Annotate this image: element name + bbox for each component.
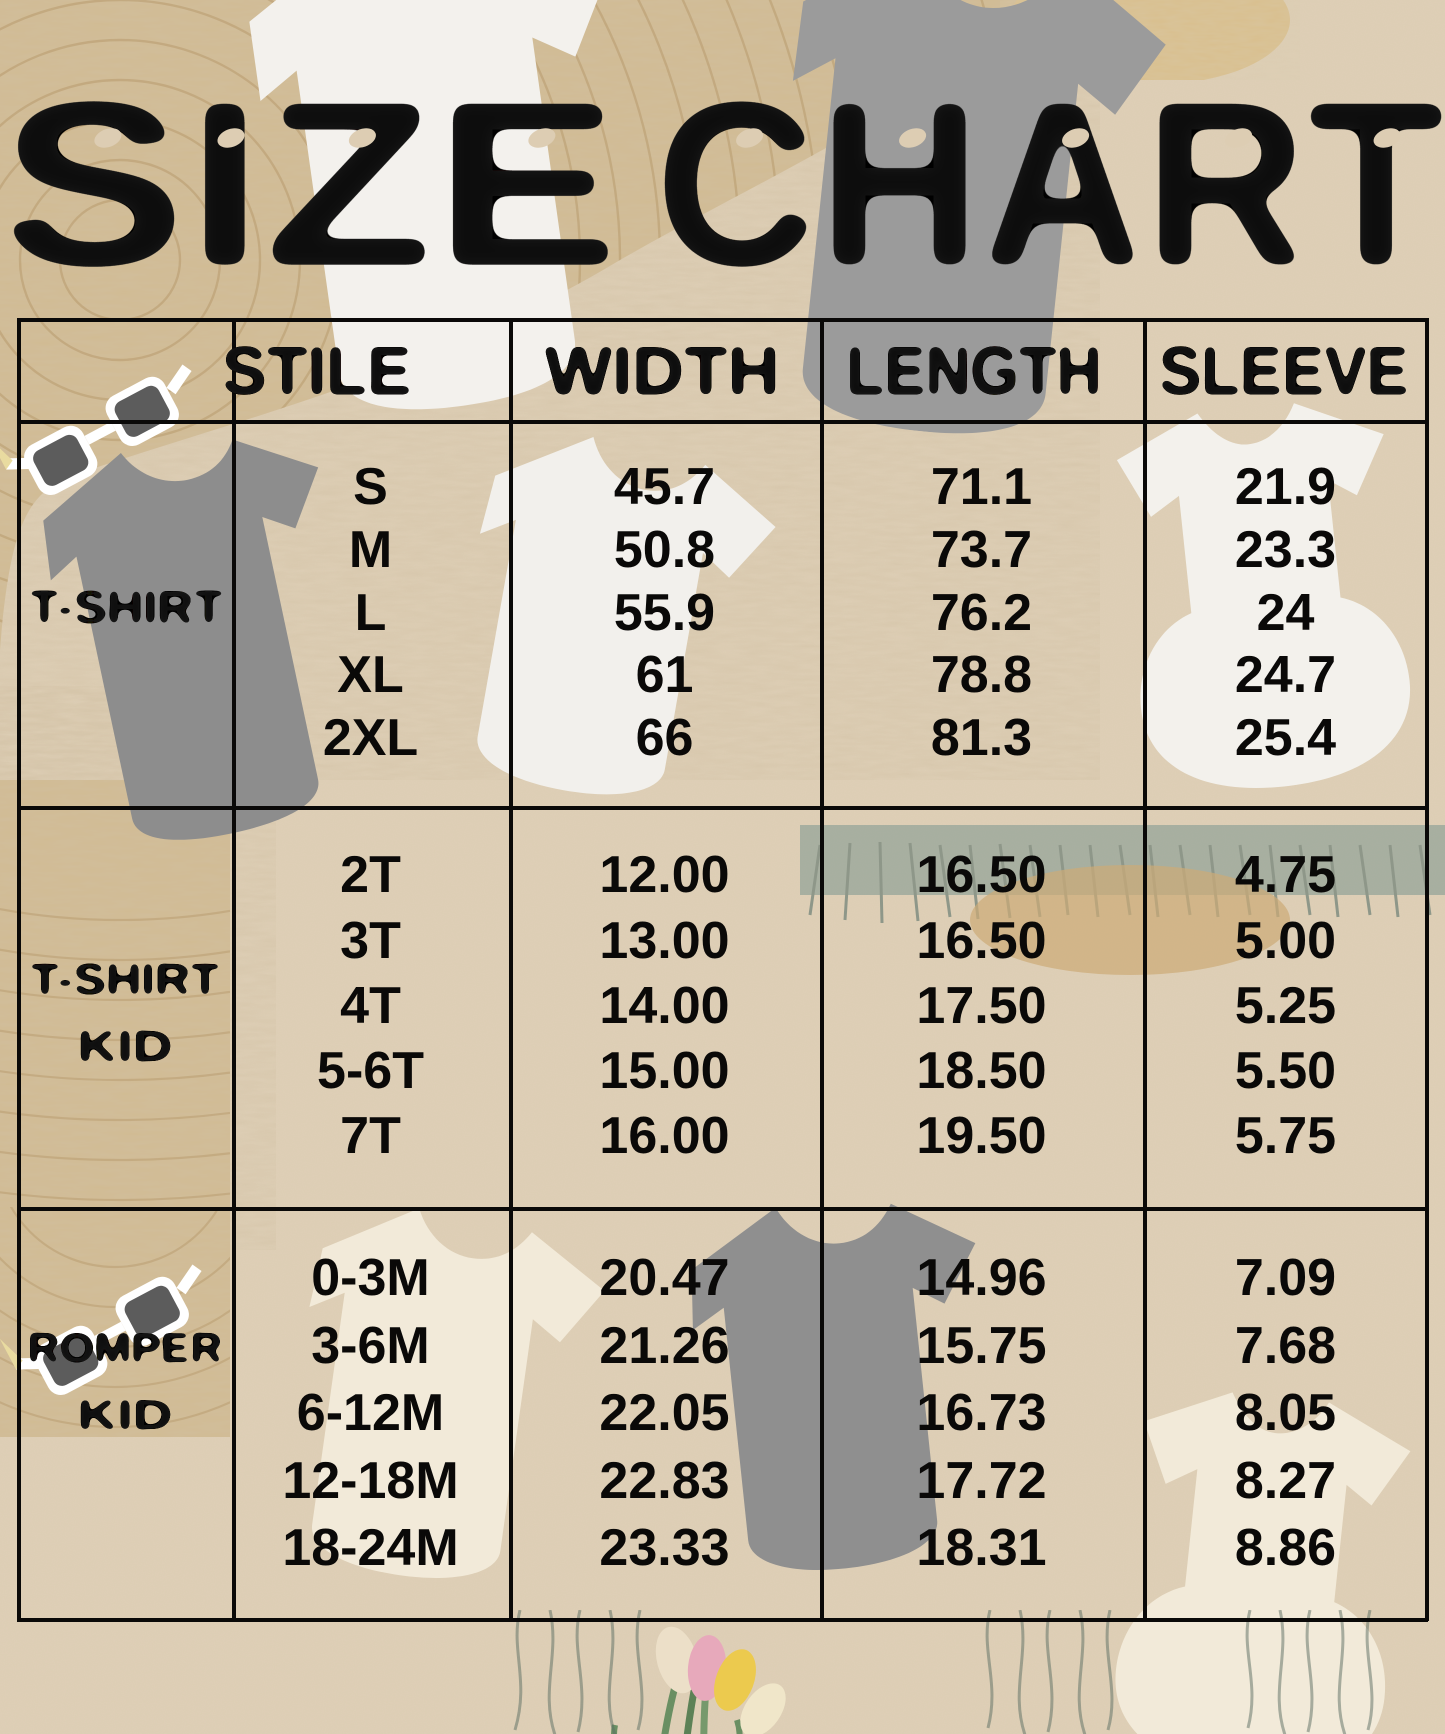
svg-text:T-SHIRT: T-SHIRT — [29, 581, 224, 633]
svg-text:SIZE: SIZE — [0, 75, 620, 310]
svg-text:CHART: CHART — [655, 75, 1445, 310]
svg-text:ROMPER: ROMPER — [28, 1324, 223, 1371]
svg-text:SLEEVE: SLEEVE — [1159, 333, 1409, 409]
svg-text:WIDTH: WIDTH — [545, 333, 780, 409]
svg-text:KID: KID — [78, 1391, 173, 1438]
svg-text:KID: KID — [78, 1022, 173, 1071]
svg-text:LENGTH: LENGTH — [847, 333, 1102, 409]
svg-text:T-SHIRT: T-SHIRT — [30, 955, 220, 1004]
svg-text:STILE: STILE — [222, 333, 412, 409]
